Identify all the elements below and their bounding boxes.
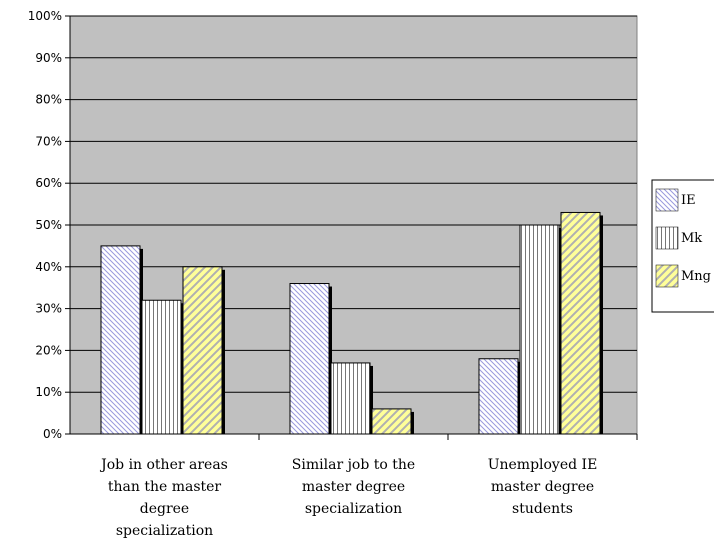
bar-mng: [182, 266, 223, 435]
bar-mk: [519, 224, 560, 435]
bar-ie: [100, 245, 141, 435]
bar-mk: [330, 362, 371, 435]
legend-label-ie: IE: [681, 193, 696, 208]
category-label: students: [512, 501, 573, 517]
bars: [100, 211, 603, 435]
bar-ie: [478, 358, 519, 435]
y-tick-label: 0%: [43, 427, 62, 441]
category-label: master degree: [302, 479, 405, 495]
y-tick-label: 10%: [35, 385, 62, 399]
legend-swatch-ie: [655, 188, 679, 212]
category-label: degree: [140, 501, 189, 517]
legend-label-mng: Mng: [681, 269, 711, 284]
category-label: Job in other areas: [99, 457, 228, 473]
y-tick-label: 40%: [35, 260, 62, 274]
category-label: Unemployed IE: [488, 457, 598, 473]
y-tick-label: 60%: [35, 176, 62, 190]
legend-label-mk: Mk: [681, 231, 702, 246]
bar-mng: [371, 408, 412, 435]
y-tick-label: 90%: [35, 51, 62, 65]
bar-mk: [141, 299, 182, 435]
y-tick-label: 70%: [35, 134, 62, 148]
bar-ie: [289, 283, 330, 435]
y-tick-label: 20%: [35, 343, 62, 357]
category-label: Similar job to the: [292, 457, 415, 473]
category-label: specialization: [305, 501, 402, 517]
category-label: specialization: [116, 523, 213, 539]
axes: 0% 10% 20% 30% 40% 50% 60% 70% 80% 90% 100% Job in …: [28, 9, 638, 539]
y-tick-label: 100%: [28, 9, 62, 23]
y-tick-label: 80%: [35, 93, 62, 107]
y-tick-label: 50%: [35, 218, 62, 232]
legend: IE Mk Mng: [651, 179, 714, 313]
legend-swatch-mng: [655, 264, 679, 288]
legend-swatch-mk: [655, 226, 679, 250]
y-tick-label: 30%: [35, 302, 62, 316]
category-label: master degree: [491, 479, 594, 495]
bar-mng: [560, 211, 601, 435]
category-label: than the master: [108, 479, 222, 495]
